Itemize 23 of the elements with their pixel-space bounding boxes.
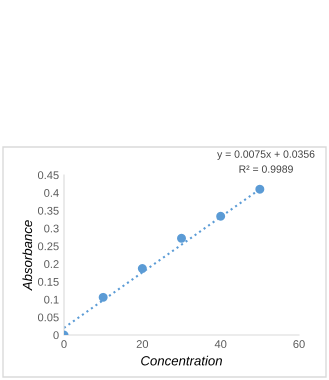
x-tick-label: 40: [214, 340, 226, 348]
x-axis-title: Concentration: [141, 356, 222, 366]
point: [138, 264, 147, 274]
y-tick-label: 0.45: [38, 171, 59, 180]
x-tick-label: 20: [136, 340, 148, 348]
y-tick-label: 0.1: [44, 296, 59, 304]
y-tick-label: 0.2: [44, 260, 59, 268]
y-tick-label: 0: [53, 331, 59, 340]
point: [177, 234, 186, 243]
x-tick-label: 60: [293, 340, 305, 348]
y-tick-label: 0.25: [38, 242, 59, 250]
y-tick-label: 0.15: [38, 278, 59, 286]
y-tick-label: 0.35: [38, 206, 59, 215]
x-tick-label: 0: [61, 340, 67, 348]
y-tick-label: 0.4: [44, 189, 59, 197]
text: R² = 0.9989: [239, 165, 293, 173]
point: [98, 292, 108, 302]
y-tick-label: 0.3: [44, 224, 59, 232]
text: y = 0.0075x + 0.0356: [217, 150, 314, 160]
y-axis-title: Absorbance: [22, 220, 32, 291]
y-tick-label: 0.05: [38, 313, 59, 322]
point: [216, 212, 226, 221]
point: [255, 184, 264, 194]
